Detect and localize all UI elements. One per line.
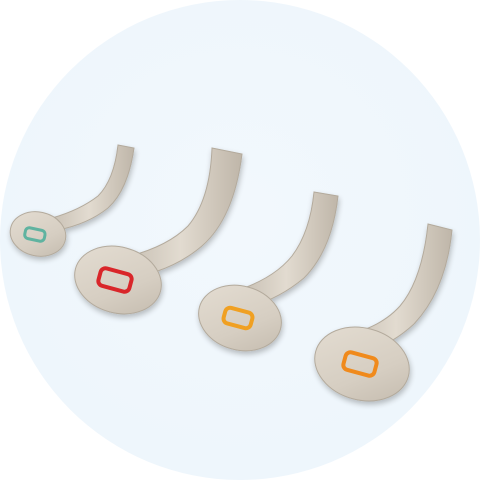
airway-red xyxy=(74,147,243,315)
airway-red-flange xyxy=(74,245,162,315)
airway-small-flange xyxy=(9,211,67,257)
airway-orange-insert xyxy=(221,305,255,331)
airway-orange xyxy=(198,191,339,352)
airway-red-insert xyxy=(96,266,134,294)
airway-large-flange xyxy=(314,326,410,402)
airway-orange-flange xyxy=(198,284,282,352)
airway-large xyxy=(314,223,453,402)
airway-large-insert xyxy=(341,350,379,378)
airway-small xyxy=(9,144,135,257)
airway-small-insert xyxy=(23,226,47,243)
